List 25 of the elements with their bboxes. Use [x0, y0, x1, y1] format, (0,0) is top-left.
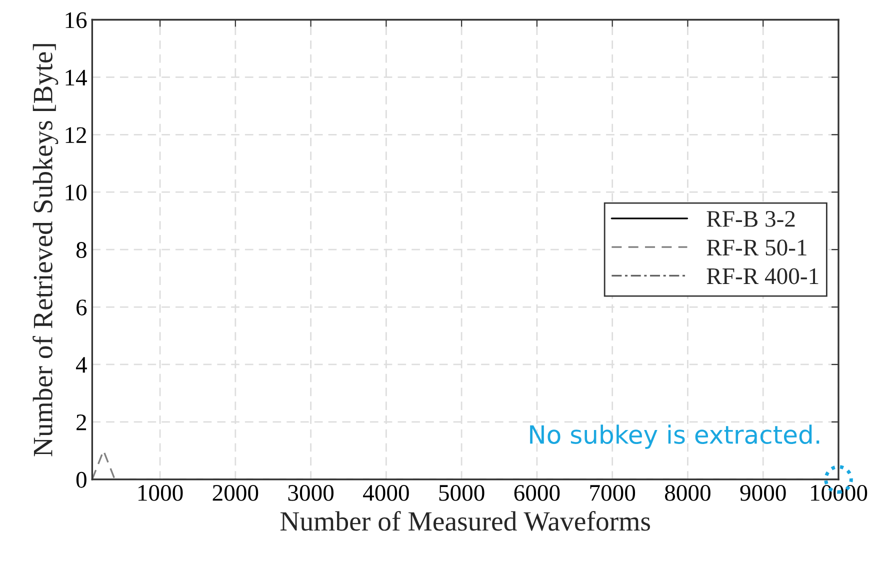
x-tick-label: 10000 [811, 484, 868, 501]
y-tick-label: 6 [76, 300, 87, 316]
y-tick-label: 14 [66, 70, 87, 86]
x-tick-label: 8000 [665, 484, 710, 501]
x-tick-label: 4000 [363, 484, 409, 501]
legend-label: RF-R 50-1 [706, 240, 806, 256]
x-tick-label: 2000 [212, 484, 258, 501]
legend-label: RF-B 3-2 [706, 211, 795, 227]
x-tick-label: 6000 [514, 484, 560, 501]
y-tick-label: 0 [76, 472, 86, 488]
x-axis-title: Number of Measured Waveforms [280, 510, 650, 531]
y-axis-title: Number of Retrieved Subkeys [Byte] [32, 44, 58, 456]
legend-label: RF-R 400-1 [706, 268, 818, 284]
x-tick-label: 7000 [590, 484, 636, 501]
x-tick-label: 9000 [740, 484, 786, 501]
x-tick-label: 1000 [138, 484, 183, 501]
x-tick-label: 3000 [288, 484, 334, 501]
y-tick-label: 2 [76, 414, 86, 430]
y-tick-label: 12 [66, 127, 86, 143]
y-tick-label: 10 [66, 184, 86, 201]
x-tick-label: 5000 [439, 484, 484, 501]
y-tick-label: 4 [76, 357, 87, 373]
y-tick-label: 8 [76, 242, 86, 258]
y-tick-label: 16 [66, 12, 87, 28]
annotation: No subkey is extracted. [530, 424, 820, 449]
